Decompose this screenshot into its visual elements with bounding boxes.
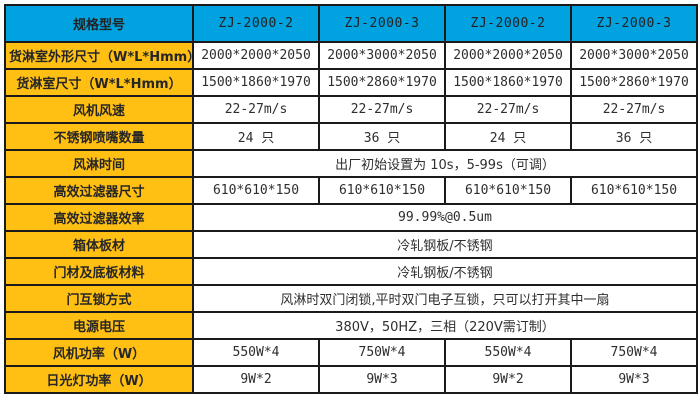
spec-cell: 2000*2000*2050: [192, 41, 320, 70]
spec-cell-merged: 出厂初始设置为 10s，5-99s（可调）: [192, 149, 698, 178]
header-model-2: ZJ-2000-3: [318, 4, 446, 43]
spec-cell: 1500*1860*1970: [444, 68, 572, 97]
spec-cell: 22-27m/s: [192, 95, 320, 124]
spec-cell: 2000*2000*2050: [444, 41, 572, 70]
spec-cell: 550W*4: [192, 338, 320, 367]
spec-cell: 24 只: [444, 122, 572, 151]
row-label: 电源电压: [4, 311, 194, 340]
spec-cell: 22-27m/s: [570, 95, 698, 124]
row-label: 风机功率（W）: [4, 338, 194, 367]
spec-cell: 9W*3: [570, 365, 698, 394]
spec-cell: 1500*2860*1970: [318, 68, 446, 97]
row-label: 风淋时间: [4, 149, 194, 178]
header-model-1: ZJ-2000-2: [192, 4, 320, 43]
spec-cell: 9W*2: [192, 365, 320, 394]
spec-cell: 610*610*150: [444, 176, 572, 205]
table-row-outer-dimensions: 货淋室外形尺寸（W*L*Hmm） 2000*2000*2050 2000*300…: [4, 41, 698, 70]
spec-cell: 36 只: [318, 122, 446, 151]
row-label: 日光灯功率（W）: [4, 365, 194, 394]
row-label: 箱体板材: [4, 230, 194, 259]
spec-cell: 2000*3000*2050: [318, 41, 446, 70]
spec-cell: 2000*3000*2050: [570, 41, 698, 70]
row-label: 货淋室尺寸（W*L*Hmm）: [4, 68, 194, 97]
row-label: 高效过滤器效率: [4, 203, 194, 232]
spec-cell: 24 只: [192, 122, 320, 151]
row-label: 不锈钢喷嘴数量: [4, 122, 194, 151]
spec-cell: 550W*4: [444, 338, 572, 367]
spec-cell-merged: 380V，50HZ，三相（220V需订制）: [192, 311, 698, 340]
spec-cell-merged: 冷轧钢板/不锈钢: [192, 230, 698, 259]
spec-cell: 750W*4: [318, 338, 446, 367]
spec-cell: 1500*1860*1970: [192, 68, 320, 97]
spec-cell: 750W*4: [570, 338, 698, 367]
spec-cell: 1500*2860*1970: [570, 68, 698, 97]
row-label: 门材及底板材料: [4, 257, 194, 286]
spec-sheet: 规格型号 ZJ-2000-2 ZJ-2000-3 ZJ-2000-2 ZJ-20…: [4, 4, 698, 394]
table-row-door-material: 门材及底板材料 冷轧钢板/不锈钢: [4, 257, 698, 286]
table-row-power-voltage: 电源电压 380V，50HZ，三相（220V需订制）: [4, 311, 698, 340]
row-label: 门互锁方式: [4, 284, 194, 313]
spec-cell: 36 只: [570, 122, 698, 151]
spec-cell: 610*610*150: [570, 176, 698, 205]
row-label: 高效过滤器尺寸: [4, 176, 194, 205]
table-row-door-interlock: 门互锁方式 风淋时双门闭锁,平时双门电子互锁，只可以打开其中一扇: [4, 284, 698, 313]
row-label: 货淋室外形尺寸（W*L*Hmm）: [4, 41, 194, 70]
table-row-fan-power: 风机功率（W） 550W*4 750W*4 550W*4 750W*4: [4, 338, 698, 367]
table-row-shower-time: 风淋时间 出厂初始设置为 10s，5-99s（可调）: [4, 149, 698, 178]
header-spec-model-label: 规格型号: [4, 4, 194, 43]
spec-cell: 22-27m/s: [318, 95, 446, 124]
table-row-filter-size: 高效过滤器尺寸 610*610*150 610*610*150 610*610*…: [4, 176, 698, 205]
spec-cell-merged: 风淋时双门闭锁,平时双门电子互锁，只可以打开其中一扇: [192, 284, 698, 313]
row-label: 风机风速: [4, 95, 194, 124]
table-row-cabinet-material: 箱体板材 冷轧钢板/不锈钢: [4, 230, 698, 259]
spec-cell-merged: 99.99%@0.5um: [192, 203, 698, 232]
header-model-3: ZJ-2000-2: [444, 4, 572, 43]
table-row-nozzle-count: 不锈钢喷嘴数量 24 只 36 只 24 只 36 只: [4, 122, 698, 151]
spec-cell: 610*610*150: [318, 176, 446, 205]
table-header-row: 规格型号 ZJ-2000-2 ZJ-2000-3 ZJ-2000-2 ZJ-20…: [4, 4, 698, 43]
table-row-filter-efficiency: 高效过滤器效率 99.99%@0.5um: [4, 203, 698, 232]
spec-table: 规格型号 ZJ-2000-2 ZJ-2000-3 ZJ-2000-2 ZJ-20…: [4, 4, 698, 394]
header-model-4: ZJ-2000-3: [570, 4, 698, 43]
spec-cell: 9W*2: [444, 365, 572, 394]
spec-cell: 610*610*150: [192, 176, 320, 205]
table-row-inner-dimensions: 货淋室尺寸（W*L*Hmm） 1500*1860*1970 1500*2860*…: [4, 68, 698, 97]
spec-cell: 22-27m/s: [444, 95, 572, 124]
table-row-lamp-power: 日光灯功率（W） 9W*2 9W*3 9W*2 9W*3: [4, 365, 698, 394]
spec-cell: 9W*3: [318, 365, 446, 394]
table-row-fan-speed: 风机风速 22-27m/s 22-27m/s 22-27m/s 22-27m/s: [4, 95, 698, 124]
spec-cell-merged: 冷轧钢板/不锈钢: [192, 257, 698, 286]
